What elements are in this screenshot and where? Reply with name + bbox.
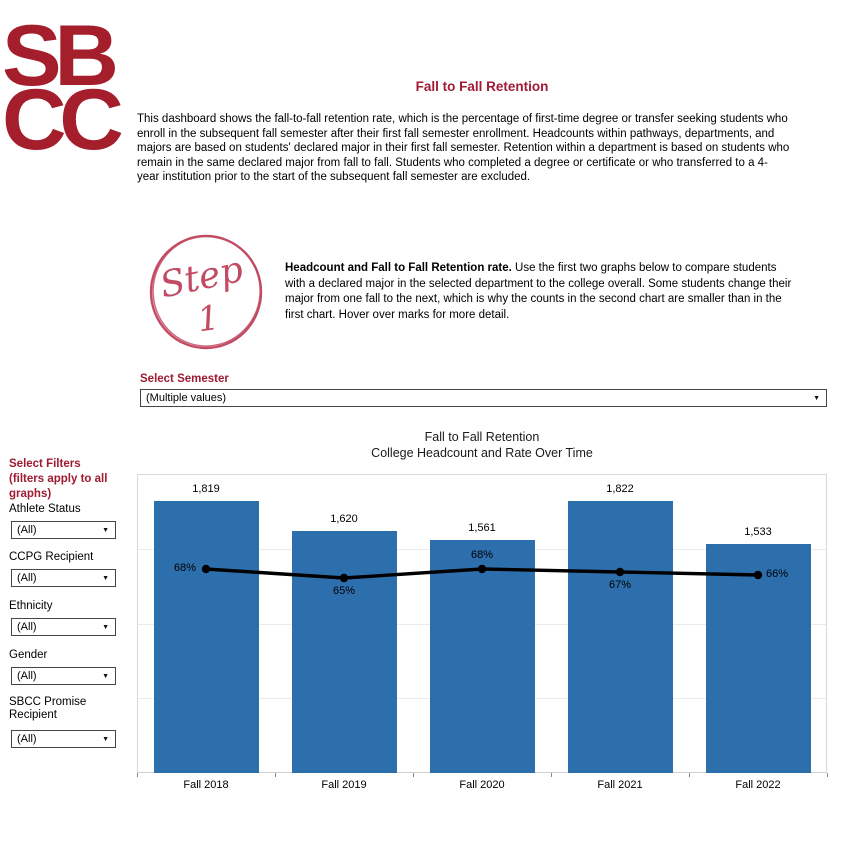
description-line: This dashboard shows the fall-to-fall re… [137,113,788,125]
step-circle-icon: Step 1 [149,234,263,350]
chevron-down-icon: ▼ [102,574,109,582]
x-axis-label: Fall 2021 [597,779,643,791]
filter-label-sbcc-promise-recipient: SBCC Promise Recipient [9,696,87,721]
athlete-status-dropdown[interactable]: (All) ▼ [11,521,116,539]
ccpg-recipient-dropdown[interactable]: (All) ▼ [11,569,116,587]
axis-tick [551,773,552,777]
x-axis-label: Fall 2020 [459,779,505,791]
headcount-bar[interactable] [429,539,535,773]
filter-label-gender: Gender [9,649,48,661]
ethnicity-value: (All) [17,621,37,633]
rate-value-label: 66% [766,568,789,580]
page-title: Fall to Fall Retention [415,79,549,94]
description-line: year institution prior to the start of t… [137,171,531,183]
dashboard-description: This dashboard shows the fall-to-fall re… [137,112,841,185]
headcount-bar[interactable] [291,530,397,773]
description-line: remain in the same declared major from f… [137,156,768,169]
step-1-instructions: Headcount and Fall to Fall Retention rat… [285,261,797,323]
bar-value-label: 1,822 [606,482,634,495]
filter-label-ethnicity: Ethnicity [9,600,53,612]
sbcc-promise-value: (All) [17,733,37,745]
semester-dropdown[interactable]: (Multiple values) ▼ [140,389,827,407]
select-semester-label: Select Semester [140,373,229,385]
headcount-bar[interactable] [153,501,259,773]
step-instruction-line: Headcount and Fall to Fall Retention rat… [285,261,797,277]
step-instruction-line: major from one fall to the next, which i… [285,293,782,306]
logo-line-1: SB [2,8,119,104]
semester-dropdown-value: (Multiple values) [146,392,227,404]
step-lead-text: Headcount and Fall to Fall Retention rat… [285,262,512,274]
chevron-down-icon: ▼ [813,394,820,402]
filters-heading-line: graphs) [9,488,52,501]
sbcc-logo: SB CC [2,13,142,163]
ccpg-recipient-value: (All) [17,572,37,584]
description-line: enroll in the subsequent fall semester a… [137,127,775,140]
headcount-bar[interactable] [567,500,673,773]
bar-value-label: 1,620 [330,512,358,525]
axis-tick [137,773,138,777]
sbcc-promise-dropdown[interactable]: (All) ▼ [11,730,116,748]
bar-value-label: 1,561 [468,521,496,534]
chart-subtitle: College Headcount and Rate Over Time [371,446,593,460]
ethnicity-dropdown[interactable]: (All) ▼ [11,618,116,636]
axis-tick [827,773,828,777]
axis-tick [413,773,414,777]
axis-tick [275,773,276,777]
select-filters-heading: Select Filters (filters apply to all gra… [9,457,134,503]
chevron-down-icon: ▼ [102,735,109,743]
step-instruction-line: first chart. Hover over marks for more d… [285,308,510,321]
bar-value-label: 1,533 [744,525,772,538]
step-1-badge: Step 1 [147,231,265,353]
x-axis-label: Fall 2018 [183,779,229,791]
logo-line-2: CC [2,72,124,168]
bar-value-label: 1,819 [192,483,220,496]
axis-tick [689,773,690,777]
x-axis-label: Fall 2022 [735,779,781,791]
gender-dropdown[interactable]: (All) ▼ [11,667,116,685]
filters-heading-line: Select Filters [9,458,81,470]
athlete-status-value: (All) [17,524,37,536]
filters-heading-line: (filters apply to all [9,473,108,486]
rate-value-label: 67% [608,579,632,591]
gender-value: (All) [17,670,37,682]
chart-title: Fall to Fall Retention [424,430,540,444]
description-line: majors are based on students' declared m… [137,142,790,154]
filter-label-athlete-status: Athlete Status [9,503,81,515]
headcount-bar[interactable] [705,543,811,773]
chevron-down-icon: ▼ [102,623,109,631]
filter-label-ccpg-recipient: CCPG Recipient [9,551,94,563]
chevron-down-icon: ▼ [102,672,109,680]
chevron-down-icon: ▼ [102,526,109,534]
rate-value-label: 68% [173,562,196,574]
rate-value-label: 68% [470,549,494,561]
x-axis-label: Fall 2019 [321,779,367,791]
rate-value-label: 65% [332,585,356,597]
step-instruction-line: with a declared major in the selected de… [285,277,792,290]
step-line-rest: Use the first two graphs below to compar… [511,262,777,274]
